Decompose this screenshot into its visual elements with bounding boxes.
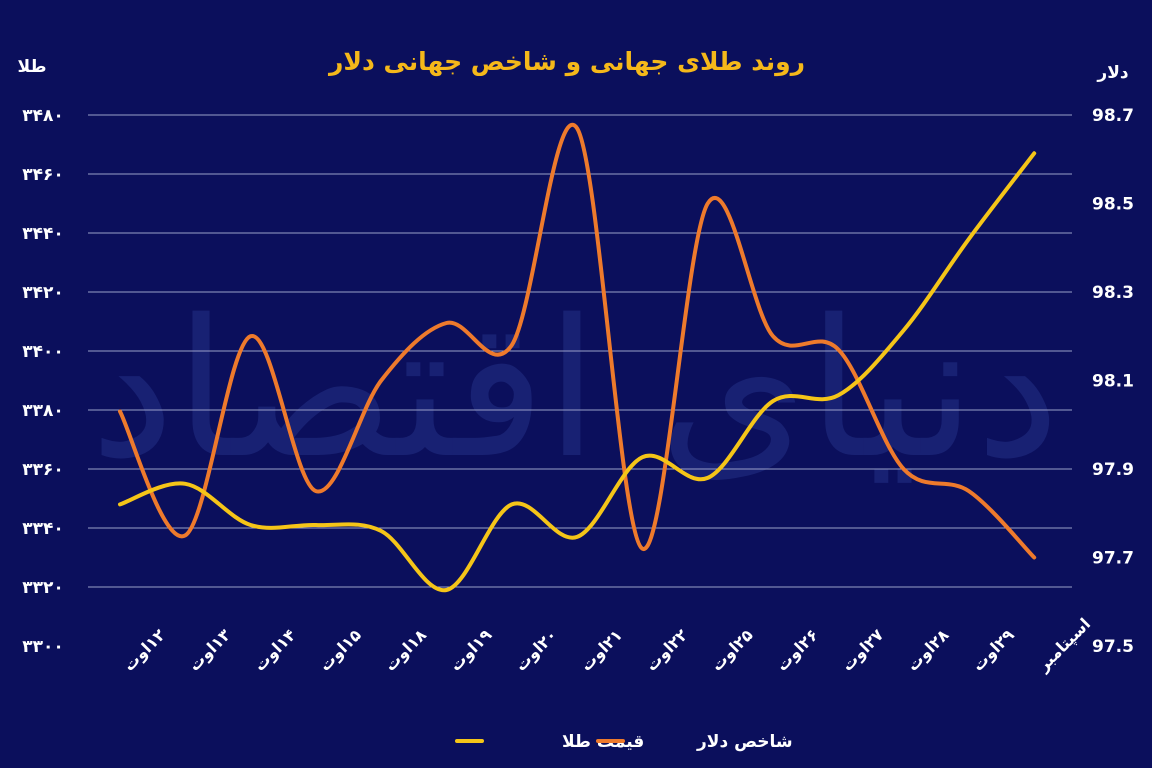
x-tick-label: ۱۳اوت bbox=[185, 625, 235, 675]
left-tick-label: ۳۴۸۰ bbox=[22, 106, 64, 126]
left-tick-label: ۳۳۰۰ bbox=[22, 637, 64, 657]
left-tick-label: ۳۳۶۰ bbox=[22, 460, 64, 480]
x-tick-label: ۲۱اوت bbox=[576, 625, 626, 675]
right-tick-label: 98.1 bbox=[1092, 372, 1134, 392]
x-tick-label: ۲۸اوت bbox=[903, 625, 953, 675]
watermark: دنیای اقتصاد bbox=[90, 279, 1060, 500]
right-tick-label: 98.3 bbox=[1092, 283, 1134, 303]
legend: قیمت طلا شاخص دلار bbox=[455, 732, 793, 752]
left-tick-label: ۳۳۸۰ bbox=[22, 401, 64, 421]
left-axis-unit: طلا bbox=[18, 57, 47, 77]
x-tick-label: ۱۹اوت bbox=[446, 625, 496, 675]
right-tick-label: 98.5 bbox=[1092, 195, 1134, 215]
right-tick-label: 97.5 bbox=[1092, 637, 1134, 657]
right-axis-unit: دلار bbox=[1096, 63, 1128, 83]
x-axis-ticks: ۱۲اوت ۱۳اوت ۱۴اوت ۱۵اوت ۱۸اوت ۱۹اوت ۲۰اوت ۲۱اوت… bbox=[119, 614, 1094, 676]
right-axis-ticks: 97.5 97.7 97.9 98.1 98.3 98.5 98.7 bbox=[1092, 106, 1134, 657]
series-lines bbox=[118, 122, 1037, 593]
x-tick-label: ۱۸اوت bbox=[381, 625, 431, 675]
left-tick-label: ۳۴۴۰ bbox=[22, 224, 64, 244]
x-tick-label: ۱۵اوت bbox=[315, 625, 365, 675]
x-tick-label: ۲۲اوت bbox=[642, 625, 692, 675]
chart-title: روند طلای جهانی و شاخص جهانی دلار bbox=[327, 47, 805, 77]
x-tick-label: اسپتامبر bbox=[1033, 614, 1095, 676]
left-tick-label: ۳۳۲۰ bbox=[22, 578, 64, 598]
x-tick-label: ۲۵اوت bbox=[707, 625, 757, 675]
left-tick-label: ۳۴۰۰ bbox=[22, 342, 64, 362]
x-tick-label: ۲۶اوت bbox=[772, 625, 822, 675]
right-tick-label: 97.9 bbox=[1092, 460, 1134, 480]
x-tick-label: ۱۲اوت bbox=[119, 625, 169, 675]
left-axis-ticks: ۳۳۰۰ ۳۳۲۰ ۳۳۴۰ ۳۳۶۰ ۳۳۸۰ ۳۴۰۰ ۳۴۲۰ ۳۴۴۰ ۳۴۶۰ ۳۴۸۰ bbox=[22, 106, 64, 657]
x-tick-label: ۲۹اوت bbox=[968, 625, 1018, 675]
right-tick-label: 98.7 bbox=[1092, 106, 1134, 126]
x-tick-label: ۲۰اوت bbox=[511, 625, 561, 675]
legend-dollar-label: شاخص دلار bbox=[696, 732, 793, 752]
x-tick-label: ۲۷اوت bbox=[838, 625, 888, 675]
left-tick-label: ۳۴۲۰ bbox=[22, 283, 64, 303]
x-tick-label: ۱۴اوت bbox=[250, 625, 300, 675]
left-tick-label: ۳۳۴۰ bbox=[22, 519, 64, 539]
right-tick-label: 97.7 bbox=[1092, 549, 1134, 569]
left-tick-label: ۳۴۶۰ bbox=[22, 165, 64, 185]
gridlines bbox=[88, 114, 1072, 588]
